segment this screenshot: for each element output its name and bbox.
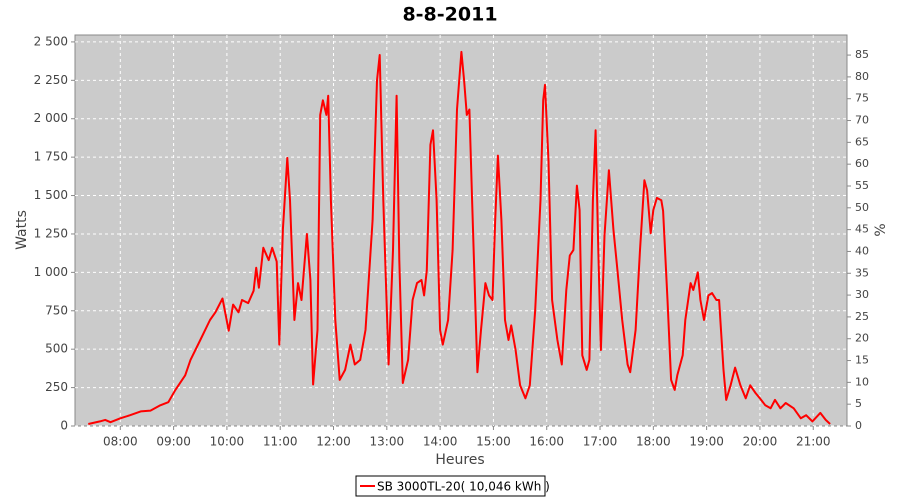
- x-tick-label: 08:00: [103, 435, 138, 449]
- y2-tick-label: 70: [855, 114, 869, 127]
- y-tick-label: 2 500: [34, 34, 68, 48]
- x-axis-title: Heures: [435, 452, 484, 468]
- x-tick-label: 21:00: [796, 435, 831, 449]
- y2-tick-label: 10: [855, 375, 869, 388]
- y2-tick-label: 75: [855, 92, 869, 105]
- y-tick-label: 1 250: [34, 226, 68, 240]
- y2-tick-label: 0: [855, 419, 862, 432]
- y2-tick-label: 35: [855, 266, 869, 279]
- x-tick-label: 18:00: [636, 435, 671, 449]
- series-line: [88, 50, 831, 425]
- y2-tick-label: 80: [855, 70, 869, 83]
- y-tick-label: 500: [45, 342, 68, 356]
- plot-area: [74, 34, 848, 427]
- y2-tick-label: 65: [855, 135, 869, 148]
- legend-box: [355, 475, 546, 497]
- chart-title: 8-8-2011: [402, 4, 497, 26]
- y-tick-label: 250: [45, 380, 68, 394]
- y-tick-label: 2 000: [34, 111, 68, 125]
- x-tick-label: 11:00: [263, 435, 298, 449]
- data: [88, 50, 831, 425]
- y-tick-label: 750: [45, 303, 68, 317]
- grid: [75, 35, 847, 427]
- x-tick-label: 20:00: [743, 435, 778, 449]
- y2-tick-label: 60: [855, 157, 869, 170]
- y2-tick-label: 85: [855, 48, 869, 61]
- y2-tick-label: 15: [855, 354, 869, 367]
- y2-axis-title: %: [873, 223, 889, 236]
- y-tick-label: 1 000: [34, 265, 68, 279]
- legend-label: SB 3000TL-20( 10,046 kWh ): [377, 480, 550, 494]
- y2-tick-label: 50: [855, 201, 869, 214]
- x-tick-label: 14:00: [423, 435, 458, 449]
- y2-tick-label: 5: [855, 397, 862, 410]
- x-tick-label: 15:00: [476, 435, 511, 449]
- x-tick-label: 10:00: [210, 435, 245, 449]
- y-tick-label: 1 750: [34, 150, 68, 164]
- x-tick-label: 19:00: [689, 435, 724, 449]
- y-tick-label: 2 250: [34, 73, 68, 87]
- y-tick-label: 1 500: [34, 188, 68, 202]
- x-tick-label: 16:00: [529, 435, 564, 449]
- y-axis-title: Watts: [14, 210, 30, 250]
- y2-tick-label: 30: [855, 288, 869, 301]
- x-tick-label: 17:00: [583, 435, 618, 449]
- x-tick-label: 09:00: [156, 435, 191, 449]
- y-tick-label: 0: [60, 419, 68, 433]
- y2-tick-label: 45: [855, 223, 869, 236]
- x-tick-label: 13:00: [370, 435, 405, 449]
- y2-tick-label: 25: [855, 310, 869, 323]
- y2-tick-label: 20: [855, 332, 869, 345]
- x-tick-label: 12:00: [316, 435, 351, 449]
- y2-tick-label: 55: [855, 179, 869, 192]
- y2-tick-label: 40: [855, 244, 869, 257]
